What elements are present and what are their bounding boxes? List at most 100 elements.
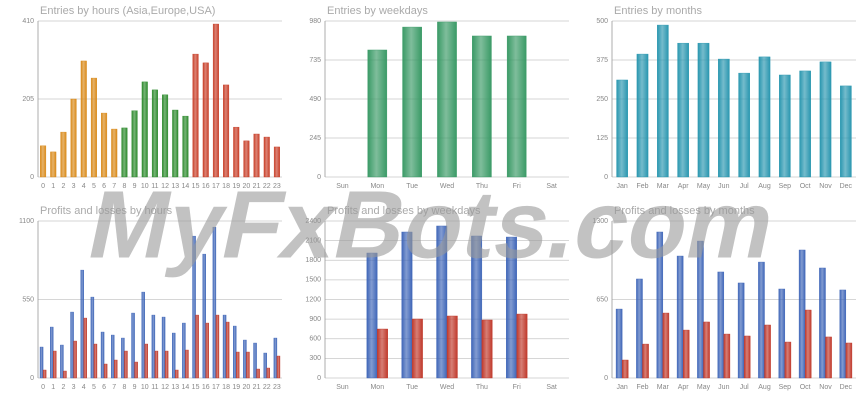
x-tick-label: 13 (171, 384, 179, 391)
bar (100, 331, 105, 379)
bar (718, 58, 730, 178)
bar (161, 316, 166, 379)
chart-title: Profits and losses by hours (40, 205, 173, 217)
y-tick-label: 490 (309, 96, 321, 103)
x-tick-label: Apr (678, 183, 690, 190)
chart-title: Profits and losses by months (614, 205, 755, 217)
y-tick-label: 1200 (305, 296, 321, 303)
bar (263, 352, 267, 379)
bar (60, 131, 67, 178)
y-tick-label: 900 (309, 316, 321, 323)
y-tick-label: 410 (22, 18, 34, 25)
bar (202, 62, 209, 178)
bar (162, 94, 169, 178)
bar (42, 369, 47, 379)
x-tick-label: 20 (243, 183, 251, 190)
x-tick-label: Aug (758, 384, 771, 391)
x-tick-label: 5 (92, 384, 96, 391)
bar (182, 322, 186, 379)
bar (90, 296, 95, 379)
x-tick-label: 17 (212, 384, 220, 391)
x-tick-label: 9 (133, 183, 137, 190)
bar (839, 289, 847, 379)
bar (171, 332, 176, 379)
bar (182, 115, 189, 178)
x-tick-label: 17 (212, 183, 220, 190)
chart-title: Profits and losses by weekdays (327, 205, 481, 217)
x-tick-label: 10 (141, 183, 149, 190)
bar (232, 325, 237, 379)
x-tick-label: Apr (678, 384, 690, 391)
bar (411, 318, 423, 379)
y-tick-label: 500 (596, 18, 608, 25)
x-tick-label: 8 (122, 384, 126, 391)
x-tick-label: 5 (92, 183, 96, 190)
x-tick-label: Jul (740, 384, 749, 391)
bar (151, 314, 156, 379)
bar (243, 339, 247, 379)
bar (273, 146, 280, 178)
x-tick-label: Dec (840, 384, 853, 391)
x-tick-label: Sep (779, 384, 792, 391)
bar (764, 324, 771, 379)
bar (93, 343, 98, 379)
y-tick-label: 0 (30, 375, 34, 382)
bar (616, 79, 628, 178)
bar (131, 110, 138, 178)
x-tick-label: 22 (263, 384, 271, 391)
x-tick-label: Tue (406, 384, 418, 391)
bar (273, 337, 278, 379)
x-tick-label: 2 (61, 183, 65, 190)
bar (202, 253, 206, 379)
y-tick-label: 1800 (305, 257, 321, 264)
y-tick-label: 1300 (592, 218, 608, 225)
x-tick-label: Oct (800, 183, 811, 190)
x-tick-label: 19 (232, 183, 240, 190)
bar (717, 271, 725, 379)
bar (662, 312, 670, 379)
bar (819, 267, 826, 379)
bar (215, 314, 220, 379)
bar (50, 151, 57, 178)
x-tick-label: Aug (758, 183, 771, 190)
x-tick-label: 23 (273, 384, 281, 391)
x-tick-label: 6 (102, 384, 106, 391)
y-tick-label: 550 (22, 296, 34, 303)
x-tick-label: Tue (406, 183, 418, 190)
x-tick-label: Feb (636, 384, 648, 391)
bar (697, 42, 710, 178)
x-tick-label: Fri (513, 384, 522, 391)
bar (621, 359, 629, 379)
x-tick-label: 7 (112, 384, 116, 391)
x-tick-label: 13 (171, 183, 179, 190)
x-tick-label: 4 (82, 384, 86, 391)
bar (778, 288, 786, 379)
x-tick-label: 21 (253, 183, 261, 190)
bar (121, 337, 125, 379)
bar (53, 350, 57, 379)
bar (402, 26, 422, 178)
bar (141, 291, 145, 379)
x-tick-label: Thu (476, 183, 488, 190)
x-tick-label: Fri (513, 183, 522, 190)
bar (103, 363, 108, 379)
bar (164, 350, 169, 379)
bar (266, 367, 270, 379)
x-tick-label: 16 (202, 384, 210, 391)
x-tick-label: Jan (617, 183, 628, 190)
x-tick-label: 12 (161, 384, 169, 391)
x-tick-label: Dec (840, 183, 853, 190)
bar (175, 369, 179, 379)
x-tick-label: 4 (82, 183, 86, 190)
x-tick-label: 0 (41, 183, 45, 190)
bar (83, 317, 87, 379)
x-tick-label: Jul (740, 183, 749, 190)
x-tick-label: Mon (370, 183, 384, 190)
x-tick-label: Jun (718, 183, 729, 190)
bar (506, 236, 517, 379)
x-tick-label: 9 (133, 384, 137, 391)
bar (697, 240, 704, 379)
bar (799, 70, 811, 178)
y-tick-label: 300 (309, 355, 321, 362)
bar (192, 235, 196, 379)
